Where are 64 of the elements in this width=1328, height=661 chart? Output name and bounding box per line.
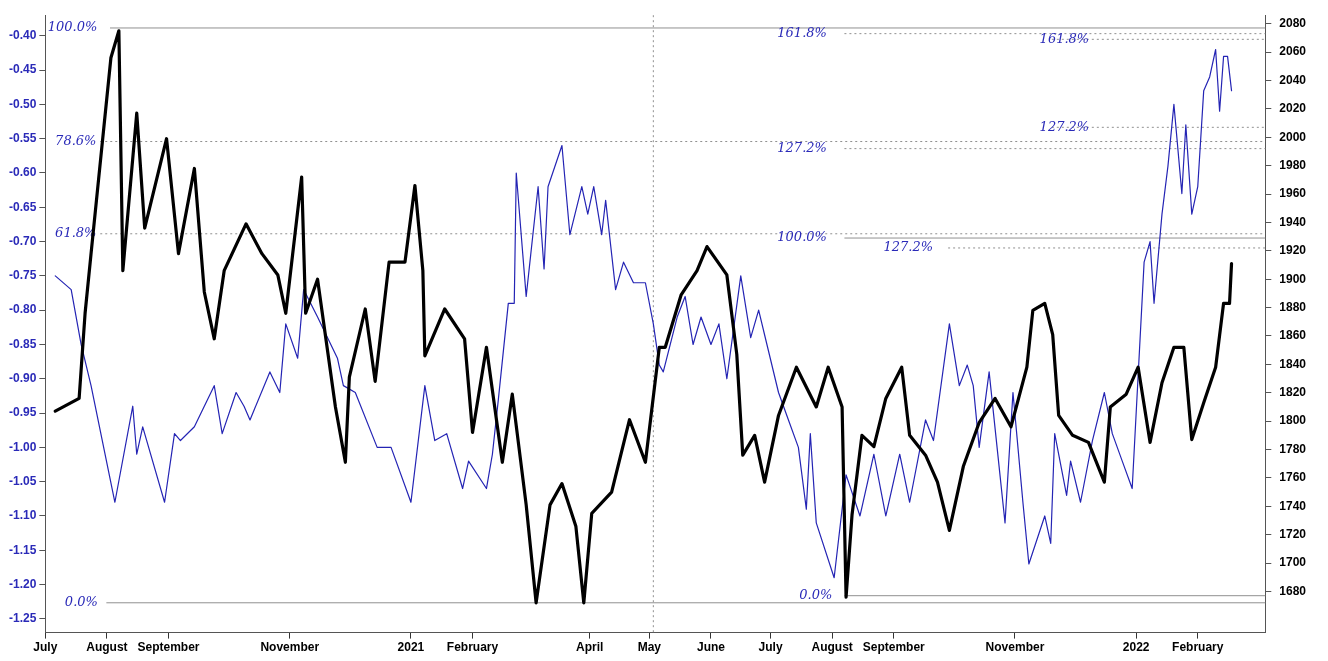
y2-tick-label: 1860 [1279, 328, 1307, 343]
y-tick-label: -1.10 [8, 508, 37, 523]
y2-tick-label: 1800 [1279, 413, 1307, 428]
y2-tick-label: 1780 [1279, 441, 1307, 456]
y2-tick-label: 1700 [1279, 555, 1307, 570]
y2-tick-label: 1840 [1279, 356, 1307, 371]
annotation: 100.0% [47, 19, 98, 35]
annotation: 78.6% [55, 132, 97, 148]
x-tick-label: February [446, 640, 499, 655]
y-tick-label: -1.05 [8, 473, 37, 488]
y-tick-label: -0.40 [8, 28, 37, 43]
y-tick-label: -0.75 [8, 268, 37, 283]
y-tick-label: -1.15 [8, 542, 37, 557]
y-tick-label: -0.70 [8, 233, 37, 248]
x-tick-label: 2021 [397, 640, 425, 655]
y-tick-label: -0.80 [8, 302, 37, 317]
y-tick-label: -0.50 [8, 96, 37, 111]
x-tick-label: September [137, 640, 200, 655]
y2-tick-label: 1760 [1279, 470, 1307, 485]
y-tick-label: -1.00 [8, 439, 37, 454]
y2-tick-label: 2040 [1279, 72, 1307, 87]
y-tick-label: -0.60 [8, 165, 37, 180]
annotation: 161.8% [1039, 30, 1090, 46]
y2-tick-label: 1900 [1279, 271, 1307, 286]
y2-tick-label: 1980 [1279, 157, 1307, 172]
annotation: 161.8% [777, 25, 827, 41]
x-tick-label: July [33, 640, 58, 655]
annotation: 127.2% [777, 139, 827, 155]
y2-tick-label: 1960 [1279, 186, 1307, 201]
y2-tick-label: 1680 [1279, 583, 1307, 598]
y-tick-label: -1.25 [8, 611, 37, 626]
annotation: 0.0% [64, 594, 98, 610]
y2-tick-label: 1720 [1279, 526, 1307, 541]
y-tick-label: -0.45 [8, 62, 37, 77]
x-tick-label: May [637, 640, 662, 655]
annotation: 127.2% [883, 239, 934, 255]
x-tick-label: August [811, 640, 853, 655]
y2-tick-label: 2060 [1279, 44, 1307, 59]
y-tick-label: -0.55 [8, 130, 37, 145]
y2-tick-label: 1940 [1279, 214, 1307, 229]
y2-tick-label: 2080 [1279, 16, 1307, 31]
y2-tick-label: 1820 [1279, 385, 1307, 400]
x-tick-label: November [985, 640, 1045, 655]
y-tick-label: -0.95 [8, 405, 37, 420]
x-tick-label: July [758, 640, 783, 655]
x-tick-label: November [260, 640, 320, 655]
y2-tick-label: 2000 [1279, 129, 1307, 144]
x-tick-label: August [86, 640, 128, 655]
x-tick-label: September [862, 640, 926, 655]
y2-tick-label: 1920 [1279, 243, 1307, 258]
annotation: 0.0% [799, 587, 833, 603]
x-tick-label: June [696, 640, 726, 655]
x-tick-label: February [1172, 640, 1224, 655]
y2-tick-label: 1880 [1279, 299, 1307, 314]
y2-tick-label: 1740 [1279, 498, 1307, 513]
y2-tick-label: 2020 [1279, 101, 1307, 116]
x-tick-label: April [576, 640, 604, 655]
annotation: 127.2% [1039, 118, 1090, 134]
annotation: 100.0% [777, 229, 827, 245]
x-tick-label: 2022 [1122, 640, 1150, 655]
y-tick-label: -0.90 [8, 371, 37, 386]
y-tick-label: -0.65 [8, 199, 37, 214]
y-tick-label: -0.85 [8, 336, 37, 351]
y-tick-label: -1.20 [8, 576, 37, 591]
